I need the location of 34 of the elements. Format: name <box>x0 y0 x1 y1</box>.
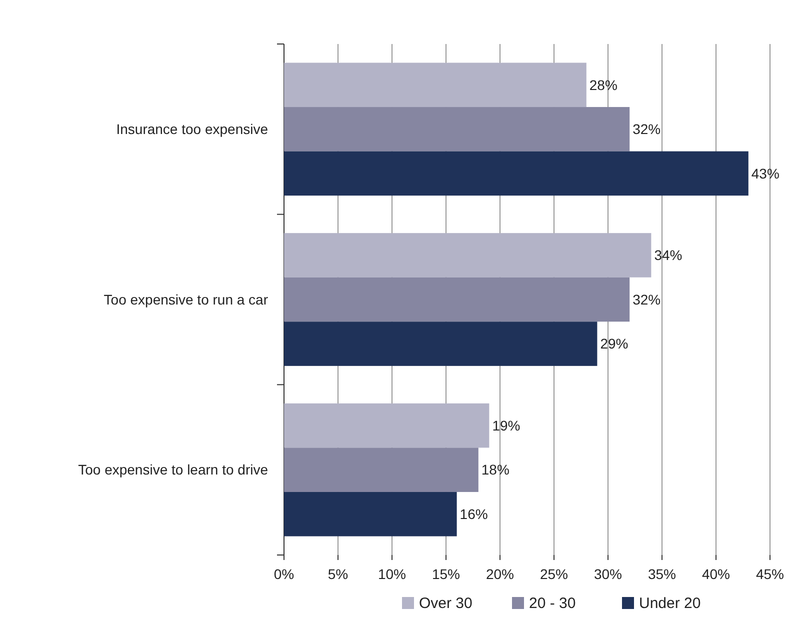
text: 29% <box>600 336 628 352</box>
y-tick-label: Too expensive to run a car <box>104 291 268 308</box>
text: 32% <box>632 291 661 308</box>
bar <box>284 233 652 278</box>
x-tick-label: 40% <box>702 566 730 582</box>
x-tick-label: 25% <box>540 566 568 582</box>
bar <box>284 62 586 108</box>
x-tick-label: 10% <box>378 566 406 582</box>
bar <box>284 492 457 536</box>
x-tick-label: 15% <box>432 566 460 582</box>
bar <box>284 403 490 448</box>
text: 16% <box>460 506 488 522</box>
x-tick-label: 0% <box>274 566 294 582</box>
y-tick-label: Too expensive to learn to drive <box>78 462 268 478</box>
bar <box>284 448 478 492</box>
text: 19% <box>492 417 520 434</box>
x-tick-label: 30% <box>594 566 622 582</box>
legend-label: Over 30 <box>419 595 472 612</box>
bar <box>284 322 598 366</box>
text: 32% <box>632 121 661 138</box>
x-tick-label: 45% <box>756 566 784 582</box>
bar <box>284 107 630 152</box>
x-tick-label: 35% <box>648 566 676 582</box>
legend-label: 20 - 30 <box>529 595 576 612</box>
legend-label: Under 20 <box>639 595 701 612</box>
text: 18% <box>481 462 510 478</box>
x-tick-label: 5% <box>328 566 348 582</box>
bar <box>284 151 748 196</box>
text: 43% <box>751 165 780 182</box>
bar <box>284 277 630 322</box>
y-tick-label: Insurance too expensive <box>116 121 268 138</box>
text: 34% <box>654 247 682 264</box>
x-tick-label: 20% <box>486 566 514 582</box>
text: 28% <box>589 76 618 93</box>
